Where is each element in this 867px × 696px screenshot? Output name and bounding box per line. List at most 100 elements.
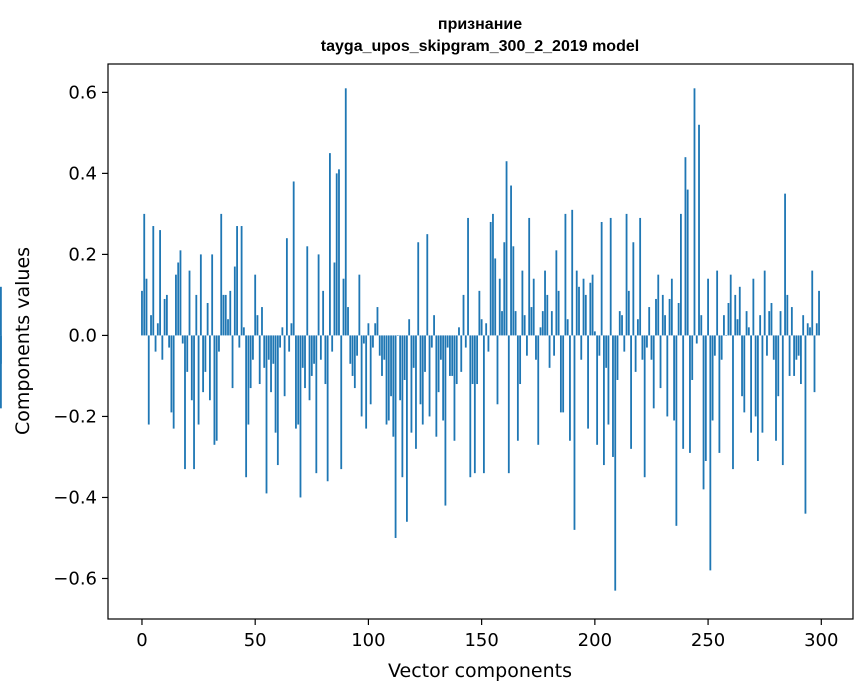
bar-component-10 — [163, 298, 166, 336]
bar-component-266 — [743, 335, 746, 413]
bar-component-298 — [815, 323, 818, 336]
bar-component-287 — [790, 307, 793, 336]
bar-component-31 — [211, 254, 214, 336]
bar-component-275 — [763, 270, 766, 336]
bar-component-167 — [519, 335, 522, 385]
bar-component-290 — [797, 335, 800, 356]
bar-component-106 — [381, 335, 383, 376]
bar-component-297 — [813, 335, 816, 393]
bar-component-26 — [199, 254, 202, 336]
bar-component-168 — [521, 270, 524, 336]
bar-component-79 — [319, 335, 322, 360]
bar-component-34 — [218, 335, 220, 352]
bar-component-98 — [362, 335, 365, 344]
bar-component-221 — [641, 335, 644, 360]
bar-component-undefined — [0, 286, 2, 336]
y-tick-label: −0.6 — [53, 568, 97, 589]
chart-subtitle: tayga_upos_skipgram_300_2_2019 model — [321, 38, 639, 55]
bar-component-60 — [276, 335, 279, 466]
bar-component-95 — [356, 335, 358, 356]
bar-component-32 — [213, 335, 216, 445]
bar-component-36 — [222, 294, 225, 336]
bar-component-235 — [673, 335, 676, 421]
bar-component-209 — [614, 335, 617, 591]
bar-component-44 — [240, 226, 243, 336]
bar-component-157 — [496, 335, 499, 405]
bar-component-122 — [417, 242, 420, 336]
bar-component-220 — [639, 217, 642, 336]
bar-component-205 — [605, 335, 608, 368]
bar-component-192 — [575, 270, 578, 336]
bar-component-39 — [229, 290, 232, 336]
bar-component-172 — [530, 307, 533, 336]
bar-component-210 — [616, 335, 619, 380]
bar-component-107 — [383, 335, 386, 360]
bar-component-109 — [387, 335, 390, 421]
bar-component-134 — [444, 335, 447, 506]
bar-component-162 — [507, 335, 510, 474]
bar-component-57 — [270, 335, 272, 393]
bar-component-124 — [421, 335, 424, 425]
bar-component-13 — [170, 335, 173, 413]
bar-component-0 — [141, 290, 143, 336]
bar-component-208 — [612, 335, 614, 457]
bar-component-149 — [478, 290, 481, 336]
bar-component-27 — [202, 335, 205, 393]
bar-component-3 — [147, 335, 150, 425]
bar-component-7 — [156, 323, 159, 336]
bar-component-38 — [227, 319, 229, 336]
bar-component-18 — [181, 335, 184, 344]
bar-component-22 — [190, 335, 193, 401]
bar-component-182 — [553, 335, 555, 356]
bar-component-204 — [603, 335, 605, 466]
bar-component-239 — [682, 335, 685, 449]
bar-component-4 — [150, 315, 152, 336]
bar-component-256 — [720, 335, 723, 360]
bar-component-65 — [288, 335, 291, 352]
bar-component-104 — [376, 307, 379, 336]
bar-component-175 — [537, 335, 540, 445]
bar-component-237 — [677, 303, 680, 336]
bar-component-125 — [424, 335, 426, 372]
bar-component-258 — [725, 335, 728, 336]
bar-component-140 — [458, 327, 460, 336]
bar-component-193 — [578, 286, 580, 336]
bar-component-245 — [695, 335, 698, 344]
bar-component-170 — [526, 335, 528, 356]
bar-component-152 — [485, 323, 488, 336]
x-tick-label: 100 — [351, 630, 385, 651]
bar-component-66 — [290, 323, 293, 336]
bar-component-144 — [467, 217, 469, 336]
bar-component-156 — [494, 258, 497, 336]
bar-component-63 — [283, 335, 286, 397]
bar-component-19 — [184, 335, 186, 470]
bar-component-207 — [609, 217, 612, 336]
bar-component-272 — [756, 335, 759, 461]
bar-component-191 — [573, 335, 576, 530]
bar-component-165 — [514, 311, 517, 336]
bar-component-171 — [528, 217, 531, 336]
bar-component-189 — [569, 335, 571, 441]
bar-component-139 — [455, 335, 458, 385]
bar-component-251 — [709, 335, 712, 571]
bar-component-273 — [759, 315, 762, 336]
bar-component-277 — [768, 311, 771, 336]
bar-component-55 — [265, 335, 268, 494]
bar-component-133 — [442, 335, 445, 421]
chart-title: признание — [438, 16, 522, 33]
bar-component-78 — [317, 254, 320, 336]
bar-component-76 — [313, 335, 315, 364]
bar-component-74 — [308, 335, 311, 401]
bar-component-112 — [394, 335, 397, 538]
bar-component-194 — [580, 335, 583, 360]
bar-component-155 — [492, 213, 494, 336]
bar-component-94 — [353, 335, 356, 389]
bar-component-103 — [374, 323, 377, 336]
bar-component-12 — [168, 335, 171, 348]
bar-component-284 — [784, 193, 786, 336]
bar-component-179 — [546, 294, 549, 336]
bar-component-289 — [795, 335, 798, 360]
bar-component-45 — [242, 327, 245, 336]
bar-component-37 — [224, 294, 227, 336]
